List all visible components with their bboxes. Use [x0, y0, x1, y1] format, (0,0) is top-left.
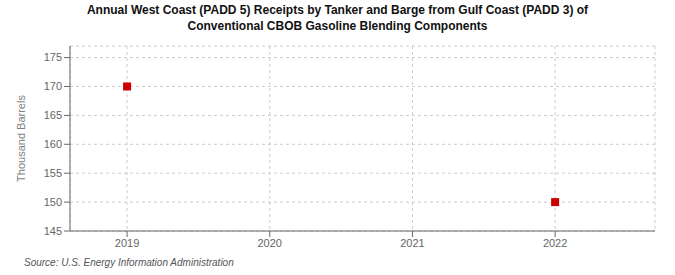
svg-text:2021: 2021 [400, 237, 424, 249]
svg-text:2019: 2019 [115, 237, 139, 249]
svg-text:155: 155 [44, 167, 62, 179]
svg-text:160: 160 [44, 138, 62, 150]
svg-text:145: 145 [44, 225, 62, 237]
svg-text:175: 175 [44, 51, 62, 63]
svg-text:150: 150 [44, 196, 62, 208]
svg-text:2022: 2022 [543, 237, 567, 249]
svg-text:2020: 2020 [258, 237, 282, 249]
svg-text:165: 165 [44, 109, 62, 121]
html-text:Source: U.S. Energy Informatio: Source: U.S. Energy Information Administ… [24, 257, 234, 268]
svg-text:Thousand Barrels: Thousand Barrels [15, 95, 27, 182]
html-text:Annual West Coast (PADD 5) Rec: Annual West Coast (PADD 5) Receipts by T… [86, 3, 589, 33]
svg-text:170: 170 [44, 80, 62, 92]
